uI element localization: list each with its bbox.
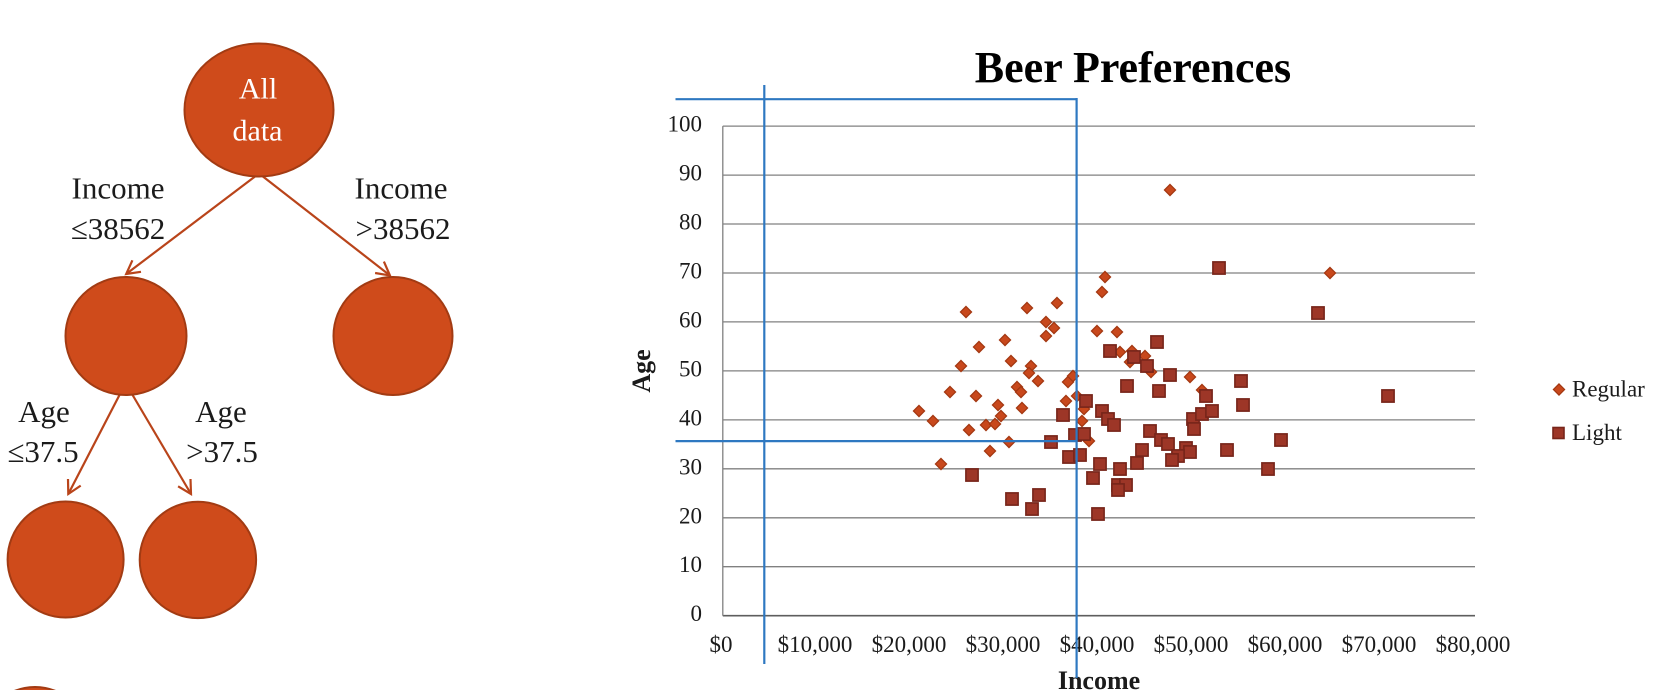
svg-text:100: 100 — [668, 112, 703, 137]
svg-text:20: 20 — [679, 503, 702, 528]
svg-text:>37.5: >37.5 — [186, 434, 258, 469]
svg-text:Age: Age — [195, 394, 247, 429]
svg-text:≤38562: ≤38562 — [71, 211, 166, 246]
svg-text:50: 50 — [679, 356, 702, 381]
svg-text:data: data — [233, 115, 283, 148]
svg-text:$30,000: $30,000 — [966, 632, 1041, 657]
svg-text:Age: Age — [18, 394, 70, 429]
svg-text:30: 30 — [679, 454, 702, 479]
svg-text:$10,000: $10,000 — [778, 632, 853, 657]
svg-text:$70,000: $70,000 — [1342, 632, 1417, 657]
svg-text:>38562: >38562 — [356, 211, 451, 246]
svg-text:80: 80 — [679, 210, 702, 235]
svg-text:0: 0 — [691, 601, 703, 626]
svg-text:Income: Income — [72, 170, 165, 205]
svg-text:$20,000: $20,000 — [872, 632, 947, 657]
svg-text:40: 40 — [679, 405, 702, 430]
svg-text:Regular: Regular — [1572, 377, 1645, 402]
svg-text:10: 10 — [679, 552, 702, 577]
svg-text:Income: Income — [355, 170, 448, 205]
svg-text:Age: Age — [627, 349, 656, 392]
svg-text:All: All — [239, 73, 277, 106]
svg-text:Light: Light — [1572, 420, 1622, 445]
svg-text:$50,000: $50,000 — [1154, 632, 1229, 657]
svg-text:90: 90 — [679, 161, 702, 186]
svg-text:$40,000: $40,000 — [1060, 632, 1135, 657]
svg-text:60: 60 — [679, 307, 702, 332]
svg-text:70: 70 — [679, 259, 702, 284]
svg-text:$60,000: $60,000 — [1248, 632, 1323, 657]
svg-text:Beer Preferences: Beer Preferences — [975, 43, 1291, 92]
svg-text:$0: $0 — [710, 632, 733, 657]
svg-text:$80,000: $80,000 — [1436, 632, 1511, 657]
svg-text:≤37.5: ≤37.5 — [7, 434, 78, 469]
svg-text:Income: Income — [1058, 666, 1140, 690]
